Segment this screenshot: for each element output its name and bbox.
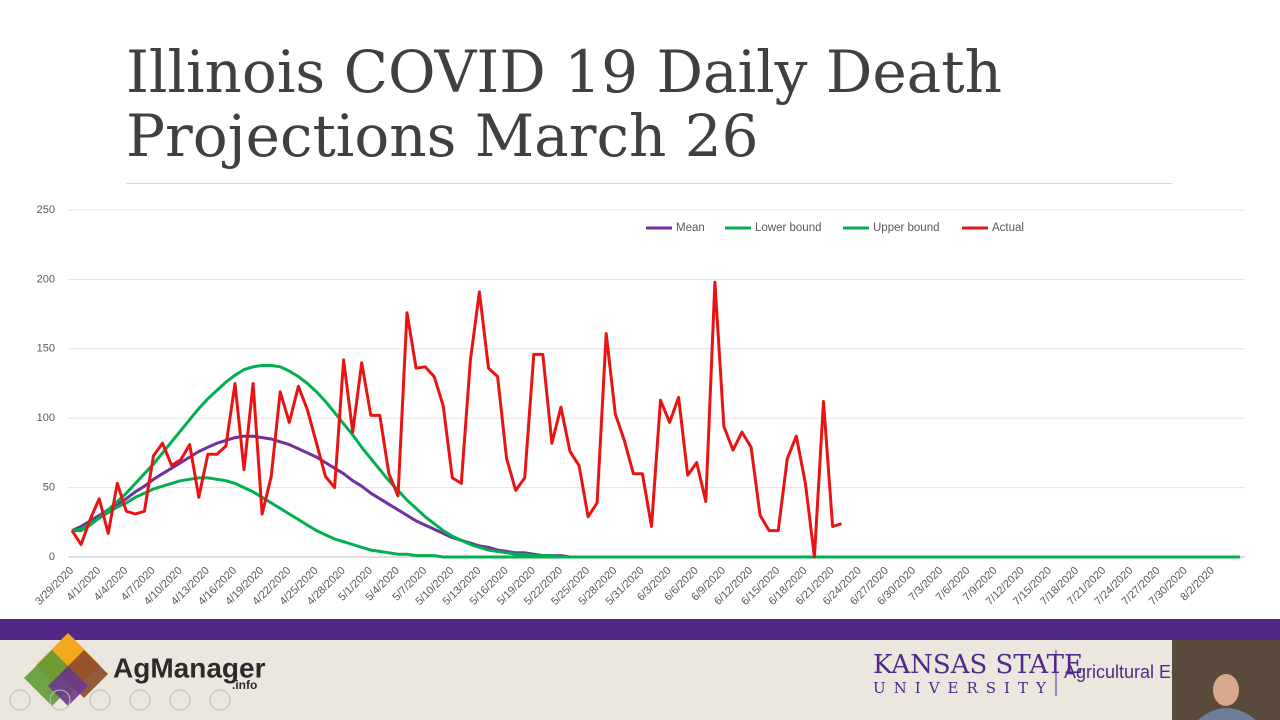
university-sub: UNIVERSITY [873, 679, 1054, 697]
footer-bar [0, 619, 1280, 640]
university-name: KANSAS STATE [873, 650, 1083, 680]
chart-title: Illinois COVID 19 Daily Death Projection… [126, 38, 1002, 170]
y-tick-label: 150 [37, 343, 55, 355]
legend-label: Upper bound [873, 222, 940, 234]
y-tick-label: 200 [37, 273, 55, 285]
department: Agricultural Ec [1064, 662, 1180, 682]
y-tick-label: 100 [37, 412, 55, 424]
y-tick-label: 250 [37, 204, 55, 216]
footer-band [0, 640, 1280, 720]
series-line [72, 364, 1240, 559]
logo-suffix: .info [232, 678, 257, 692]
webcam-shirt [1198, 708, 1256, 720]
logo-text: AgManager [113, 652, 266, 683]
player-controls[interactable] [9, 689, 231, 711]
y-tick-label: 0 [49, 551, 55, 563]
series-line [71, 476, 1240, 559]
y-tick-label: 50 [43, 482, 55, 494]
legend-label: Mean [676, 222, 705, 234]
webcam-person [1213, 674, 1239, 706]
legend-label: Lower bound [755, 222, 822, 234]
legend-label: Actual [992, 222, 1024, 234]
series-line [70, 280, 843, 559]
